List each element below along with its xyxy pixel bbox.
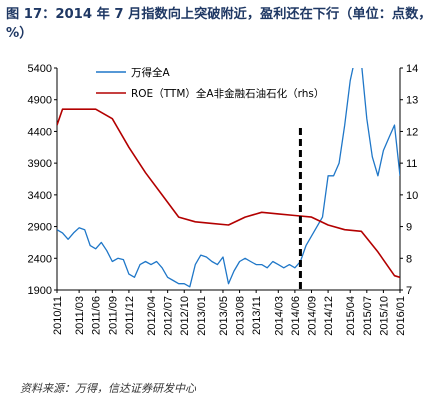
chart: 1900 2400 2900 3400 3900 4400 4900 5400 7 8 9 10 11… [28,63,419,336]
right-tick-label: 10 [406,190,418,202]
left-tick-label: 3400 [28,190,52,202]
left-tick-label: 2400 [28,253,52,265]
x-tick-label: 2014/03 [273,296,285,336]
x-tick-label: 2011/06 [91,296,103,335]
x-tick-label: 2014/09 [306,296,318,336]
left-tick-label: 3900 [28,158,52,170]
right-tick-label: 9 [406,222,412,234]
x-tick-label: 2013/11 [251,296,263,335]
right-tick-label: 12 [406,126,418,138]
series-line-roe [57,108,400,279]
right-tick-label: 7 [406,285,412,297]
left-tick-label: 2900 [28,222,52,234]
left-tick-label: 4900 [28,95,52,107]
x-tick-label: 2016/01 [395,296,407,336]
x-tick-label: 2015/07 [362,296,374,336]
x-tick-label: 2011/12 [124,296,136,335]
figure-title: 图 17：2014 年 7 月指数向上突破附近，盈利还在下行（单位：点数，%） [6,7,432,41]
x-tick-label: 2010/11 [52,296,64,335]
x-tick-label: 2014/12 [323,296,335,336]
x-tick-label: 2012/10 [179,296,191,336]
x-axis: 2010/11 2011/03 2011/06 2011/09 2011/12 2012/… [52,290,407,336]
left-tick-label: 5400 [28,63,52,75]
left-axis: 1900 2400 2900 3400 3900 4400 4900 5400 [28,63,57,297]
left-tick-label: 4400 [28,126,52,138]
source-note: 资料来源：万得，信达证券研发中心 [20,382,196,395]
series-layer [57,68,400,290]
x-tick-label: 2013/01 [196,296,208,336]
legend-item-roe: ROE（TTM）全A非金融石油石化（rhs） [131,87,324,100]
x-tick-label: 2012/07 [163,296,175,336]
series-line-wind-a-index [57,68,400,288]
x-tick-label: 2012/04 [146,296,158,336]
x-tick-label: 2013/08 [235,296,247,336]
x-tick-label: 2013/05 [218,296,230,336]
legend-item-wind-a-index: 万得全A [131,66,170,79]
right-tick-label: 14 [406,63,418,75]
x-tick-label: 2011/09 [107,296,119,335]
x-tick-label: 2014/06 [290,296,302,336]
right-tick-label: 13 [406,95,418,107]
x-tick-label: 2015/04 [345,296,357,336]
x-tick-label: 2015/10 [378,296,390,336]
left-tick-label: 1900 [28,285,52,297]
plot-area [56,68,401,291]
x-tick-label: 2011/03 [74,296,86,335]
right-axis: 7 8 9 10 11 12 13 14 [400,63,418,297]
right-tick-label: 11 [406,158,417,170]
right-tick-label: 8 [406,253,412,265]
legend: 万得全A ROE（TTM）全A非金融石油石化（rhs） [96,66,324,100]
